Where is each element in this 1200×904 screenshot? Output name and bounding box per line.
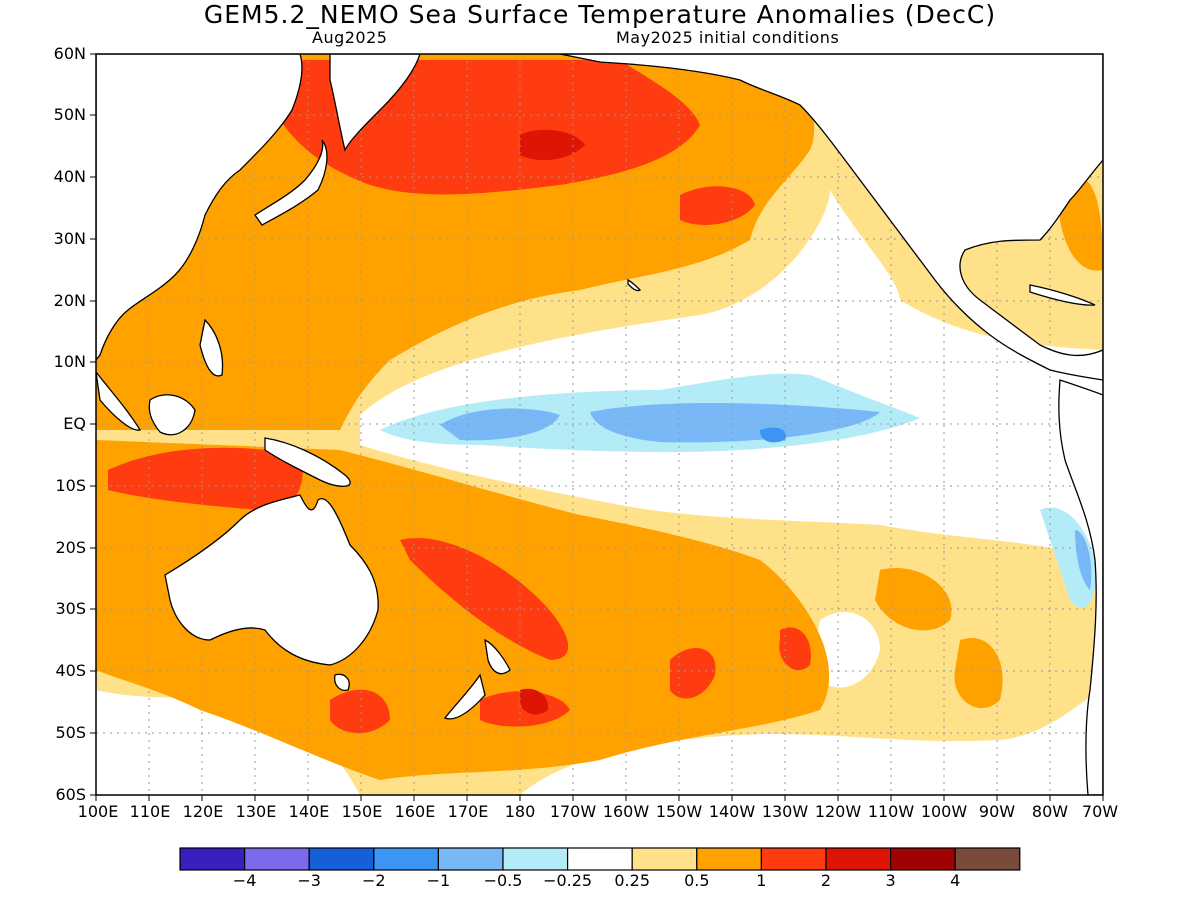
lon-tick-label: 140W (708, 802, 756, 821)
philippines-landmass (199, 318, 224, 377)
colorbar-label: −4 (232, 871, 257, 890)
hawaii-landmass (627, 278, 642, 292)
lat-tick-label: 60N (53, 44, 86, 63)
lat-tick-label: 30N (53, 229, 86, 248)
colorbar-label: 1 (756, 871, 767, 890)
colorbar-label: −3 (297, 871, 321, 890)
japan-landmass (254, 139, 328, 226)
lon-tick-label: 150E (341, 802, 383, 821)
lon-tick-label: 170W (549, 802, 597, 821)
forecast-month: Aug2025 (312, 28, 388, 47)
lon-tick-label: 150W (655, 802, 703, 821)
cuba-landmass (1029, 284, 1096, 306)
colorbar-swatch (179, 847, 246, 871)
asia-mainland-landmass (96, 54, 303, 362)
lon-tick-label: 90W (978, 802, 1016, 821)
lon-tick-label: 130E (235, 802, 277, 821)
mid-blue-zone-equatorial (760, 427, 786, 443)
colorbar-label: 2 (820, 871, 832, 890)
land-masses (96, 54, 1103, 795)
colorbar-swatch (760, 847, 827, 871)
lon-tick-label: 120E (182, 802, 224, 821)
lat-tick-label: 20N (53, 291, 86, 310)
colorbar-label: −0.5 (483, 871, 523, 890)
lat-tick-label: 40N (53, 167, 86, 186)
white-zone-south (520, 690, 1103, 795)
colorbar-swatch (437, 847, 504, 871)
sumatra-landmass (96, 370, 142, 431)
lat-tick-label: 20S (55, 538, 86, 557)
colorbar-swatch (308, 847, 375, 871)
blue-zone-equatorial-west (440, 408, 560, 441)
kamchatka-landmass (329, 54, 421, 152)
colorbar-label: −0.25 (543, 871, 593, 890)
blue-zone-peru-coast (1075, 530, 1092, 590)
new-zealand-north-landmass (484, 638, 511, 675)
new-zealand-south-landmass (443, 673, 486, 720)
axis-tick-marks (90, 53, 1104, 801)
darkred-zone-kuroshio (520, 129, 585, 161)
lon-tick-label: 100W (920, 802, 968, 821)
orange-zone-far-east (954, 638, 1003, 709)
white-zone-east-tropics (360, 190, 1103, 560)
lat-tick-label: 30S (55, 599, 86, 618)
colorbar-label: 0.25 (614, 871, 650, 890)
colorbar-swatch (696, 847, 762, 871)
lon-tick-label: 110W (867, 802, 915, 821)
lon-tick-label: 140E (288, 802, 330, 821)
colorbar-swatch (373, 847, 439, 871)
lon-tick-label: 110E (129, 802, 171, 821)
red-zone-south-pacific-band (400, 538, 569, 660)
map-title: GEM5.2_NEMO Sea Surface Temperature Anom… (203, 0, 997, 29)
colorbar-swatch (889, 847, 956, 871)
lon-tick-label: 160E (394, 802, 436, 821)
colorbar-swatch (954, 847, 1021, 871)
lon-tick-label: 80W (1031, 802, 1069, 821)
borneo-landmass (148, 394, 196, 436)
colorbar-label: −2 (362, 871, 386, 890)
colorbar-swatch (244, 847, 310, 871)
lon-tick-label: 100E (77, 802, 119, 821)
lon-tick-label: 160W (602, 802, 650, 821)
lat-tick-label: 10S (55, 476, 86, 495)
lat-tick-label: 10N (53, 352, 86, 371)
australia-landmass (164, 494, 379, 666)
red-zone-indonesia (108, 447, 303, 511)
colorbar-swatch (502, 847, 569, 871)
red-zone-tasman (330, 689, 390, 734)
lon-tick-label: 120W (814, 802, 862, 821)
new-guinea-landmass (264, 437, 351, 487)
lat-tick-label: EQ (63, 414, 86, 433)
lat-tick-label: 40S (55, 661, 86, 680)
colorbar-label: 4 (950, 871, 961, 890)
red-zone-south-central-2 (779, 627, 811, 671)
lon-tick-label: 70W (1081, 802, 1119, 821)
colorbar-label: 0.5 (684, 871, 710, 890)
north-america-landmass (559, 54, 1103, 381)
orange-zone-east-pacific (875, 568, 952, 631)
red-zone-south-central (670, 648, 716, 699)
initial-conditions-label: May2025 initial conditions (616, 28, 840, 47)
colorbar (179, 847, 1021, 871)
lon-tick-label: 130W (761, 802, 809, 821)
cyan-zone-peru-coast (1040, 507, 1096, 608)
south-america-landmass (1058, 379, 1103, 795)
colorbar-swatch (631, 847, 698, 871)
map-gridlines (96, 54, 1103, 795)
red-zone-north-pacific-east (680, 186, 755, 225)
tasmania-landmass (334, 673, 350, 691)
lat-tick-label: 50N (53, 105, 86, 124)
colorbar-label: 3 (885, 871, 896, 890)
lon-tick-label: 180 (504, 802, 536, 821)
lon-tick-label: 170E (447, 802, 489, 821)
blue-zone-equatorial-east (590, 403, 880, 443)
lat-tick-label: 50S (55, 723, 86, 742)
colorbar-label: −1 (426, 871, 451, 890)
darkred-zone-new-zealand (520, 688, 549, 715)
colorbar-swatch (825, 847, 892, 871)
lat-tick-label: 60S (55, 785, 86, 804)
colorbar-swatch (566, 847, 633, 871)
